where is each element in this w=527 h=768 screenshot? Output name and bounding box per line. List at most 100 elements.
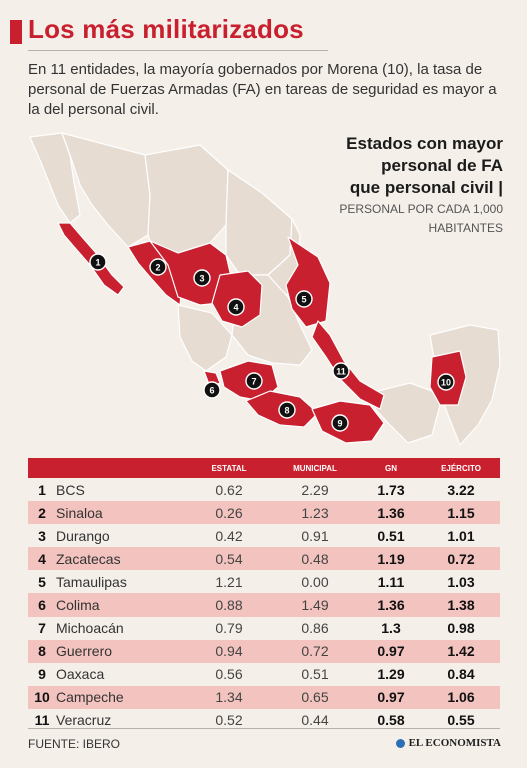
map-marker-circle <box>203 381 221 399</box>
table-cell-municipal: 1.23 <box>301 504 329 521</box>
intro-text: En 11 entidades, la mayoría gobernados p… <box>28 61 497 118</box>
page-title: Los más militarizados <box>28 14 304 44</box>
map-marker: 3 <box>193 269 211 287</box>
table-cell-rank: 4 <box>38 550 46 567</box>
table-cell-gn: 1.29 <box>377 666 405 683</box>
map-marker-label: 6 <box>209 386 214 396</box>
table-cell-rank: 1 <box>38 481 46 498</box>
table-cell-municipal: 2.29 <box>301 481 329 498</box>
table-cell-gn: 0.97 <box>377 689 405 706</box>
map-state-tamaulipas <box>285 236 331 328</box>
table-body: 1 BCS 0.62 2.29 1.73 3.22 2 Sinaloa 0.26 1.23 1.36… <box>28 478 500 733</box>
map-marker-label: 9 <box>337 419 342 429</box>
table-cell-rank: 11 <box>34 712 50 729</box>
table-cell-state: Colima <box>56 597 100 614</box>
table-cell-municipal: 1.49 <box>301 597 329 614</box>
table-cell-state: Michoacán <box>56 620 124 637</box>
map-marker-label: 8 <box>284 406 289 416</box>
map-marker-circle <box>227 298 245 316</box>
table-cell-ejercito: 0.84 <box>447 666 475 683</box>
legend-subtitle-line1: PERSONAL POR CADA 1,000 <box>339 202 503 216</box>
map-marker-label: 2 <box>155 263 160 273</box>
map-marker-circle <box>89 253 107 271</box>
table-row: 9 Oaxaca 0.56 0.51 1.29 0.84 <box>28 662 500 686</box>
map-marker: 2 <box>149 258 167 276</box>
legend-subtitle-line2: HABITANTES <box>428 221 503 235</box>
map-marker-label: 4 <box>233 303 238 313</box>
table-cell-estatal: 0.62 <box>215 481 243 498</box>
map-state-chihuahua <box>144 144 229 254</box>
table-row: 4 Zacatecas 0.54 0.48 1.19 0.72 <box>28 547 500 571</box>
map-marker-circle <box>437 373 455 391</box>
table-cell-estatal: 0.88 <box>215 597 243 614</box>
table-cell-estatal: 0.42 <box>215 527 243 544</box>
table-cell-state: Durango <box>56 527 110 544</box>
table-cell-state: Sinaloa <box>56 504 103 521</box>
header-estatal: ESTATAL <box>211 463 247 473</box>
table-cell-rank: 9 <box>38 666 46 683</box>
map-marker-circle <box>332 362 350 380</box>
data-table: . . ESTATAL MUNICIPAL GN EJÉRCITO 1 BCS 0.… <box>28 458 500 733</box>
table-row: 1 BCS 0.62 2.29 1.73 3.22 <box>28 478 500 502</box>
table-cell-gn: 0.51 <box>377 527 405 544</box>
map-marker: 1 <box>89 253 107 271</box>
map-marker-label: 5 <box>301 295 306 305</box>
table-row: 5 Tamaulipas 1.21 0.00 1.11 1.03 <box>28 570 500 594</box>
map-marker-circle <box>278 401 296 419</box>
table-cell-ejercito: 1.15 <box>447 504 475 521</box>
brand-name: EL ECONOMISTA <box>408 737 501 749</box>
table-cell-state: Zacatecas <box>56 550 121 567</box>
table-cell-rank: 7 <box>38 620 46 637</box>
table-row: 8 Guerrero 0.94 0.72 0.97 1.42 <box>28 639 500 663</box>
table-cell-ejercito: 3.22 <box>447 481 475 498</box>
map-marker-label: 7 <box>251 377 256 387</box>
table-cell-ejercito: 0.55 <box>447 712 475 729</box>
table-cell-estatal: 0.26 <box>215 504 243 521</box>
map-marker-circle <box>331 414 349 432</box>
table-cell-municipal: 0.51 <box>301 666 329 683</box>
table-row: 2 Sinaloa 0.26 1.23 1.36 1.15 <box>28 501 500 525</box>
map-marker-circle <box>245 372 263 390</box>
table-cell-ejercito: 1.01 <box>447 527 475 544</box>
table-cell-state: Guerrero <box>56 643 113 660</box>
map-marker-circle <box>149 258 167 276</box>
map-marker: 9 <box>331 414 349 432</box>
table-cell-gn: 1.36 <box>377 597 405 614</box>
table-cell-rank: 3 <box>38 527 46 544</box>
brand-icon <box>395 738 405 748</box>
map-state-veracruz <box>311 320 385 410</box>
table-header: . . ESTATAL MUNICIPAL GN EJÉRCITO <box>28 458 500 478</box>
source-note: FUENTE: IBERO <box>28 737 121 751</box>
header-municipal: MUNICIPAL <box>293 463 337 473</box>
table-cell-municipal: 0.44 <box>301 712 329 729</box>
table-cell-estatal: 1.21 <box>215 573 243 590</box>
table-cell-gn: 1.11 <box>377 573 405 590</box>
table-cell-estatal: 0.94 <box>215 643 243 660</box>
legend-title-line3: que personal civil | <box>349 178 503 197</box>
table-cell-estatal: 0.52 <box>215 712 243 729</box>
map-marker-circle <box>295 290 313 308</box>
table-cell-rank: 8 <box>38 643 46 660</box>
map-marker-label: 1 <box>95 258 100 268</box>
table-cell-municipal: 0.00 <box>301 573 329 590</box>
map-marker: 7 <box>245 372 263 390</box>
map-marker: 8 <box>278 401 296 419</box>
table-row: 3 Durango 0.42 0.91 0.51 1.01 <box>28 524 500 548</box>
legend: Estados con mayor personal de FA que per… <box>283 133 503 237</box>
table-cell-estatal: 0.54 <box>215 550 243 567</box>
table-cell-gn: 1.73 <box>377 481 405 498</box>
table-cell-ejercito: 1.42 <box>447 643 475 660</box>
table-cell-state: Oaxaca <box>56 666 105 683</box>
table-cell-state: BCS <box>56 481 85 498</box>
table-cell-estatal: 0.79 <box>215 620 243 637</box>
table-cell-gn: 1.36 <box>377 504 405 521</box>
brand-logo: EL ECONOMISTA <box>395 737 501 749</box>
table-cell-gn: 0.97 <box>377 643 405 660</box>
table-cell-rank: 6 <box>38 597 46 614</box>
table-cell-gn: 1.19 <box>377 550 405 567</box>
header-gn: GN <box>385 463 397 473</box>
table-row: 6 Colima 0.88 1.49 1.36 1.38 <box>28 593 500 617</box>
legend-title-line2: personal de FA <box>381 156 503 175</box>
map-marker: 11 <box>332 362 350 380</box>
table-cell-estatal: 1.34 <box>215 689 243 706</box>
